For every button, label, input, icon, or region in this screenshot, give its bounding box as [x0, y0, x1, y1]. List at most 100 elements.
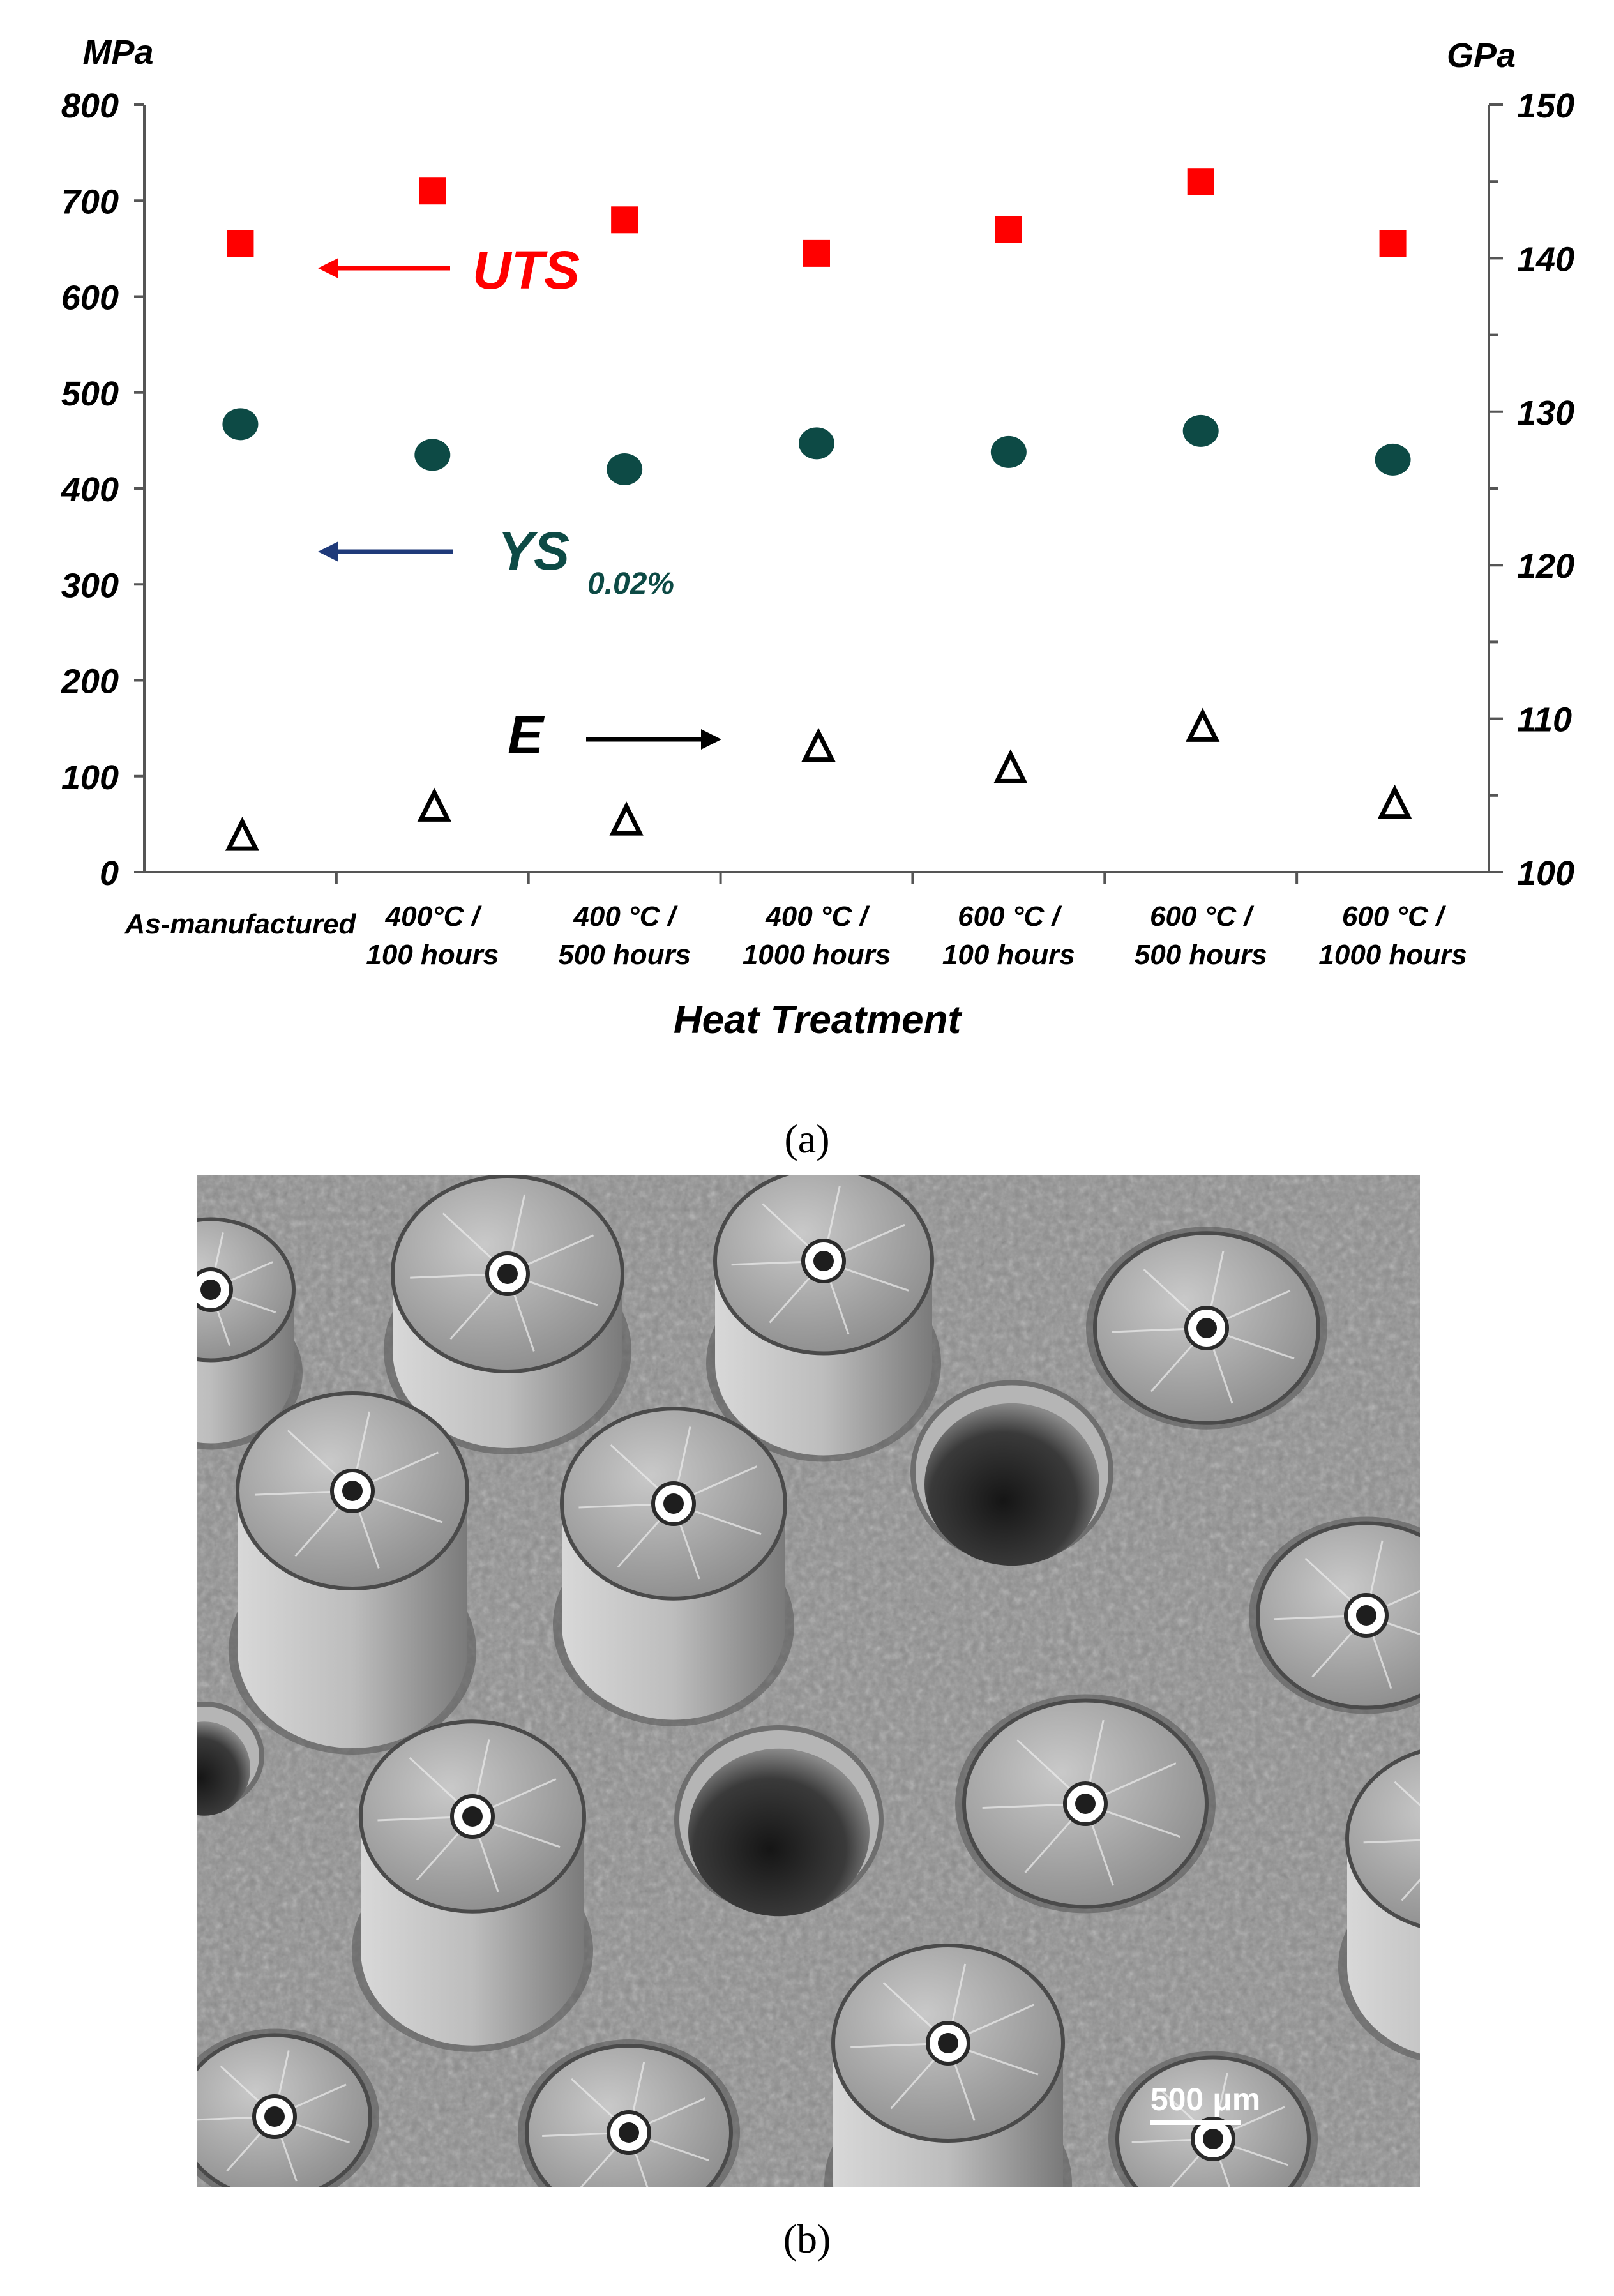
uts-point [419, 177, 446, 205]
fracture-line [1369, 1628, 1392, 1689]
strut [229, 1391, 476, 1755]
category-label-line: 500 hours [1135, 939, 1267, 971]
fracture-line [769, 1271, 815, 1324]
fracture-line [1208, 1251, 1225, 1315]
left-tick-label: 600 [61, 279, 119, 317]
pore [197, 1702, 264, 1816]
right-tick-label: 130 [1517, 394, 1574, 432]
fracture-line [837, 1223, 905, 1255]
left-axis-unit: MPa [82, 33, 153, 72]
fracture-line [882, 1982, 939, 2034]
fracture-line [1470, 1845, 1541, 1869]
ys-annotation: YS 0.02% [318, 521, 674, 601]
fracture-line [278, 2129, 298, 2182]
uts-label: UTS [472, 240, 580, 300]
strut-core [619, 2122, 639, 2143]
fracture-line [890, 2053, 940, 2110]
ys-point [414, 439, 451, 471]
right-axis-ticks: 100 110 120 130 140 150 [1489, 87, 1574, 893]
e-point [225, 817, 260, 851]
fracture-line [197, 2116, 259, 2121]
fracture-line [354, 1411, 371, 1477]
e-point [609, 801, 644, 836]
strut [140, 1217, 303, 1450]
fracture-line [1099, 1762, 1177, 1798]
uts-point [995, 216, 1022, 243]
fracture-line [1470, 1802, 1537, 1832]
fracture-line [1380, 1590, 1420, 1610]
fracture-line [1460, 1852, 1481, 1912]
pore-cavity [197, 1721, 250, 1816]
fracture-line [1016, 1739, 1076, 1794]
strut-core [462, 1806, 483, 1827]
fracture-line [486, 1821, 561, 1848]
strut-core [200, 1280, 221, 1300]
pore-cavity [924, 1403, 1099, 1566]
uts-point [803, 239, 830, 267]
fracture-line [1380, 1620, 1420, 1636]
fracture-line [255, 1490, 337, 1496]
strut [706, 1175, 941, 1462]
uts-arrow-head [318, 258, 338, 278]
axes [143, 105, 1490, 873]
category-label-line: 1000 hours [743, 939, 891, 971]
category-label-line: 500 hours [558, 939, 691, 971]
fracture-line [1221, 1333, 1295, 1360]
caption-b: (b) [783, 2216, 831, 2262]
left-tick-label: 400 [61, 471, 119, 509]
sem-micrograph: 500 μm [140, 1175, 1541, 2187]
fracture-line [1169, 2149, 1205, 2187]
category-label-line: 400 °C / [765, 901, 870, 932]
fracture-line [1394, 1781, 1420, 1807]
left-tick-label: 100 [61, 759, 119, 797]
fracture-line [410, 1273, 492, 1279]
fracture-line [288, 2083, 347, 2111]
fracture-line [610, 1444, 664, 1494]
fracture-line [476, 1829, 499, 1892]
strut-core [264, 2106, 285, 2127]
e-annotation: E [508, 705, 721, 765]
strut-core [1196, 1318, 1217, 1338]
category-label: 600 °C / 100 hours [942, 901, 1075, 971]
fracture-line [643, 2137, 709, 2162]
scale-bar-label: 500 μm [1150, 2081, 1260, 2117]
scale-bar: 500 μm [1150, 2081, 1260, 2125]
fracture-line [825, 1186, 841, 1248]
fracture-line [949, 1963, 967, 2030]
strut-core-ring [1435, 1818, 1476, 1859]
struts [140, 1175, 1541, 2187]
fracture-line [409, 1756, 463, 1807]
pore-cavity [688, 1748, 870, 1917]
fracture-line [1214, 2073, 1228, 2126]
fracture-line [220, 2066, 265, 2107]
fracture-line [509, 1194, 526, 1260]
e-point [1186, 707, 1220, 742]
fracture-line [140, 1290, 195, 1292]
fracture-line [486, 1778, 557, 1811]
fracture-line [617, 1514, 665, 1568]
fracture-line [226, 2127, 266, 2172]
ys-point [990, 435, 1027, 468]
strut-core [938, 2033, 958, 2053]
fracture-line [1131, 2138, 1198, 2143]
category-label-line: 600 °C / [1342, 901, 1447, 932]
strut-top [1345, 1749, 1420, 1928]
fracture-line [1150, 1338, 1198, 1393]
category-label-line: 1000 hours [1318, 939, 1467, 971]
category-label-line: As-manufactured [124, 909, 357, 940]
ys-point [799, 427, 834, 460]
pore [674, 1725, 884, 1917]
ys-arrow-head [318, 541, 338, 562]
category-label-line: 400 °C / [573, 901, 678, 932]
fracture-line [1458, 1764, 1472, 1825]
left-axis-ticks: 0 100 200 300 400 500 600 700 800 [61, 87, 144, 893]
fracture-line [1024, 1814, 1077, 1873]
caption-a: (a) [784, 1116, 829, 1161]
right-tick-label: 100 [1517, 854, 1574, 893]
uts-annotation: UTS [318, 240, 580, 300]
category-label-line: 100 hours [366, 939, 499, 971]
fracture-line [1304, 1557, 1357, 1606]
right-tick-label: 140 [1517, 240, 1574, 278]
strut-top [1256, 1521, 1420, 1710]
